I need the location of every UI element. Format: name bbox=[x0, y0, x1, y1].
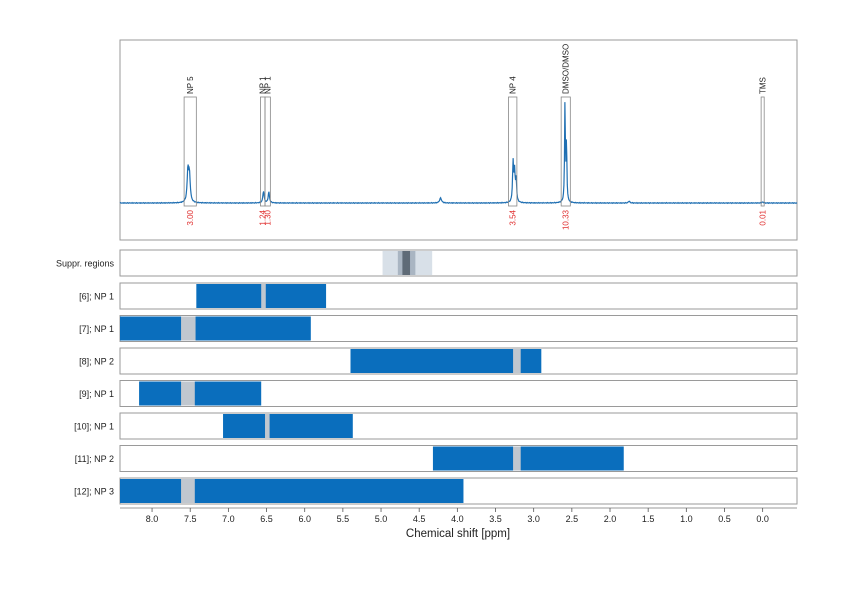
suppression-band bbox=[402, 251, 411, 275]
region-gap bbox=[181, 381, 195, 406]
region-row: [8]; NP 2 bbox=[79, 347, 798, 375]
region-row: [9]; NP 1 bbox=[79, 380, 798, 407]
region-label: [12]; NP 3 bbox=[74, 487, 114, 497]
peak-region-box bbox=[508, 96, 518, 207]
x-tick-label: 4.0 bbox=[451, 514, 464, 524]
spectrum-panel: NP 5 3.00 NP 1 1.24 NP 1 1.30 NP 4 3.54 DMSO/DMS… bbox=[119, 39, 798, 241]
integral-label: 1.30 bbox=[264, 209, 273, 225]
peak-region-box bbox=[264, 96, 271, 207]
x-tick-label: 0.5 bbox=[718, 514, 731, 524]
peak-label: NP 5 bbox=[186, 76, 195, 94]
region-bar bbox=[432, 446, 624, 471]
x-tick-label: 3.5 bbox=[489, 514, 502, 524]
region-label: [7]; NP 1 bbox=[79, 324, 114, 334]
region-gap bbox=[265, 414, 270, 438]
region-gap bbox=[513, 349, 521, 373]
x-axis: 8.0 7.5 7.0 6.5 6.0 5.5 5.0 4.5 4.0 3.5 3.0 2.5 2.0 1… bbox=[120, 507, 797, 524]
x-tick-label: 2.5 bbox=[566, 514, 579, 524]
region-gap bbox=[181, 316, 196, 341]
region-label: [8]; NP 2 bbox=[79, 357, 114, 367]
region-bar bbox=[120, 316, 311, 341]
peak-label: NP 1 bbox=[259, 76, 268, 94]
region-gap bbox=[181, 479, 195, 503]
x-tick-label: 7.0 bbox=[222, 514, 235, 524]
peak-region-box bbox=[760, 96, 765, 207]
integral-label: 1.24 bbox=[259, 209, 268, 225]
integral-label: 10.33 bbox=[562, 209, 571, 230]
region-row: [11]; NP 2 bbox=[75, 445, 798, 472]
integral-label: 3.54 bbox=[509, 209, 518, 225]
spectrum-frame bbox=[119, 39, 798, 241]
suppression-panel: Suppr. regions bbox=[56, 249, 798, 277]
region-gap bbox=[513, 446, 521, 471]
peak-label: TMS bbox=[759, 77, 768, 94]
x-tick-label: 5.0 bbox=[375, 514, 388, 524]
peak-region-box bbox=[560, 96, 571, 207]
integral-label: 3.00 bbox=[186, 209, 195, 225]
region-bar bbox=[139, 381, 262, 406]
integral-label: 0.01 bbox=[759, 209, 768, 225]
peak-region-box bbox=[183, 96, 197, 207]
region-bar bbox=[223, 414, 353, 438]
region-bar bbox=[350, 349, 542, 373]
region-label: [9]; NP 1 bbox=[79, 389, 114, 399]
region-frame bbox=[119, 412, 798, 440]
region-row: [6]; NP 1 bbox=[79, 282, 798, 310]
region-row: [10]; NP 1 bbox=[74, 412, 798, 440]
x-tick-label: 6.5 bbox=[260, 514, 273, 524]
region-row: [12]; NP 3 bbox=[74, 477, 798, 505]
peak-label: NP 1 bbox=[264, 76, 273, 94]
region-gap bbox=[261, 284, 266, 308]
x-tick-label: 3.0 bbox=[527, 514, 540, 524]
suppression-frame bbox=[119, 249, 798, 277]
peak-label: DMSO/DMSO bbox=[562, 44, 571, 94]
suppression-label: Suppr. regions bbox=[56, 259, 115, 269]
x-tick-label: 1.0 bbox=[680, 514, 693, 524]
x-axis-label: Chemical shift [ppm] bbox=[406, 528, 510, 540]
x-tick-label: 5.5 bbox=[337, 514, 350, 524]
peak-label: NP 4 bbox=[509, 76, 518, 94]
x-tick-label: 2.0 bbox=[604, 514, 617, 524]
x-tick-label: 1.5 bbox=[642, 514, 655, 524]
spectrum-line bbox=[119, 102, 798, 205]
x-tick-label: 7.5 bbox=[184, 514, 197, 524]
region-label: [11]; NP 2 bbox=[75, 454, 114, 464]
region-bar bbox=[120, 479, 464, 503]
region-row: [7]; NP 1 bbox=[79, 315, 798, 342]
x-tick-label: 8.0 bbox=[146, 514, 159, 524]
region-label: [6]; NP 1 bbox=[79, 292, 114, 302]
x-tick-label: 6.0 bbox=[298, 514, 311, 524]
x-tick-label: 4.5 bbox=[413, 514, 426, 524]
regions-panels: [6]; NP 1 [7]; NP 1 [8]; NP 2 [9]; NP 1 [10]… bbox=[74, 282, 798, 505]
x-tick-label: 0.0 bbox=[756, 514, 769, 524]
region-label: [10]; NP 1 bbox=[74, 422, 114, 432]
